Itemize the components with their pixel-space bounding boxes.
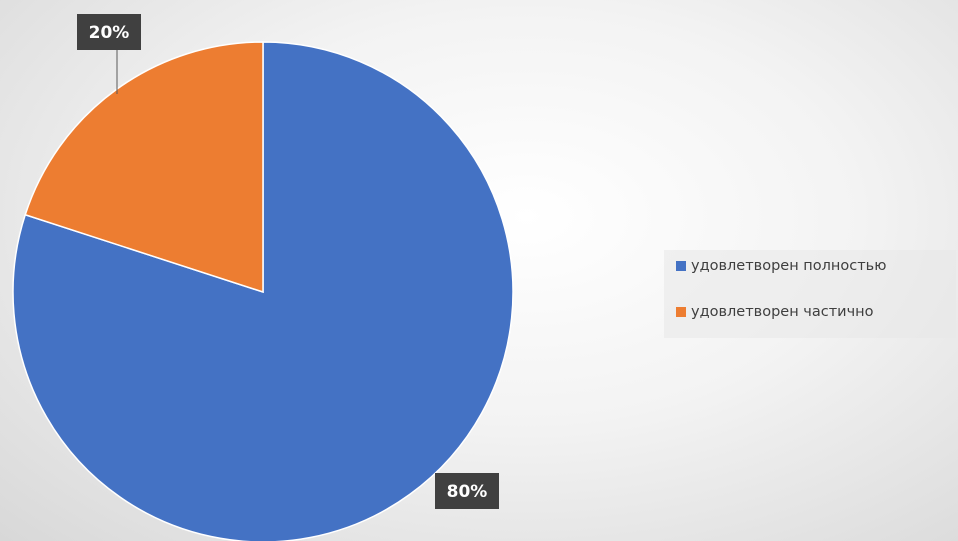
data-label-text: 80% bbox=[447, 482, 488, 502]
data-label-partial: 20% bbox=[77, 14, 141, 50]
legend-item-full: удовлетворен полностью bbox=[676, 258, 886, 274]
legend-swatch-full bbox=[676, 261, 686, 271]
chart-legend: удовлетворен полностью удовлетворен част… bbox=[664, 250, 956, 338]
legend-swatch-partial bbox=[676, 307, 686, 317]
data-label-text: 20% bbox=[89, 23, 130, 43]
data-label-box bbox=[77, 14, 141, 50]
legend-label-partial: удовлетворен частично bbox=[691, 304, 874, 320]
pie-data-labels: 80% 20% bbox=[77, 14, 499, 509]
pie-slices bbox=[12, 41, 514, 541]
data-label-box bbox=[435, 473, 499, 509]
legend-label-full: удовлетворен полностью bbox=[691, 258, 887, 274]
data-label-full: 80% bbox=[435, 473, 499, 509]
legend-item-partial: удовлетворен частично bbox=[676, 304, 874, 320]
pie-slice-partial bbox=[24, 41, 264, 294]
